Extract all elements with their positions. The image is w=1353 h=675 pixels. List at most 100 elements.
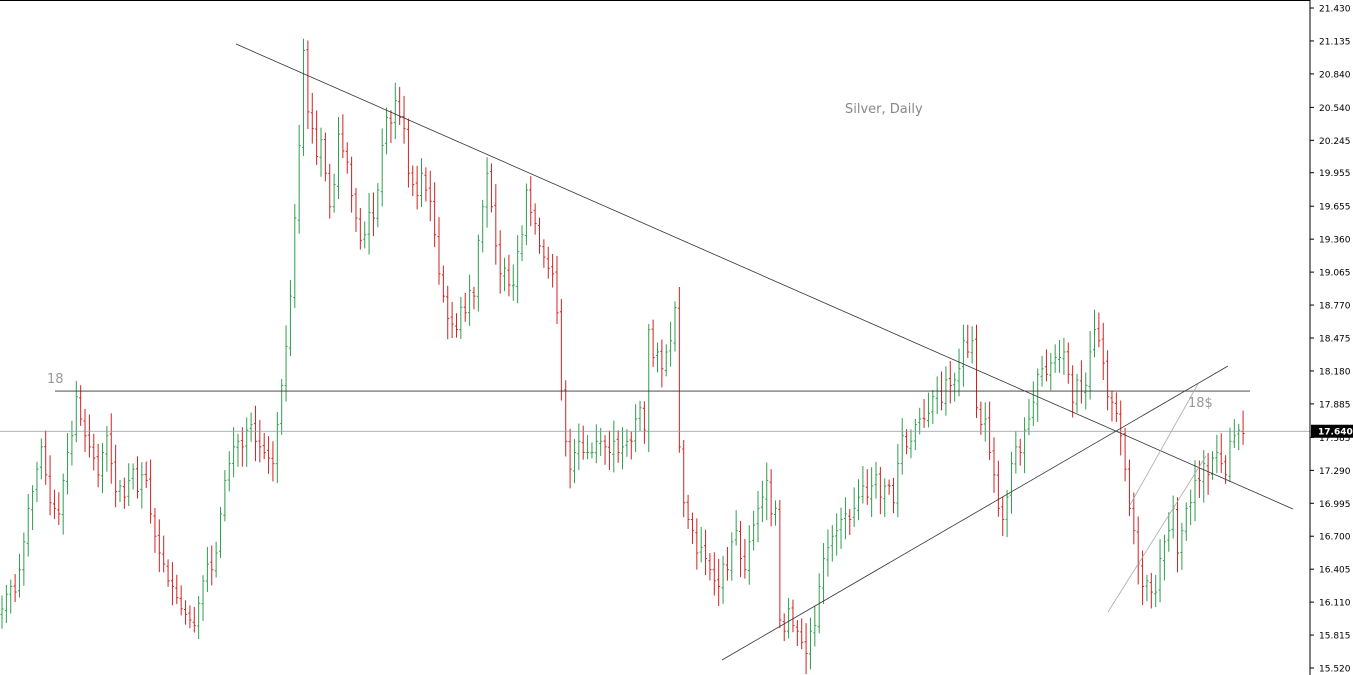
ohlc-bar xyxy=(101,443,105,494)
ohlc-bar xyxy=(586,435,590,460)
ohlc-bar xyxy=(843,497,847,540)
ohlc-bar xyxy=(682,439,686,518)
ohlc-bar xyxy=(306,40,310,130)
ohlc-bar xyxy=(804,623,808,674)
ohlc-bar xyxy=(826,529,830,577)
ohlc-bar xyxy=(1114,392,1118,423)
ohlc-bar xyxy=(109,413,113,484)
ohlc-bar xyxy=(1167,512,1171,552)
ohlc-bar xyxy=(389,110,393,143)
ohlc-bar xyxy=(516,235,520,304)
ohlc-bar xyxy=(795,620,799,646)
ohlc-bar xyxy=(996,460,1000,517)
ohlc-bar xyxy=(520,225,524,262)
ohlc-bar xyxy=(625,429,629,457)
ohlc-bar xyxy=(1237,423,1241,451)
ohlc-bar xyxy=(240,427,244,467)
ohlc-bar xyxy=(1127,459,1131,517)
ohlc-bar xyxy=(979,401,983,435)
ohlc-bar xyxy=(1154,574,1158,608)
ohlc-bar xyxy=(717,558,721,607)
ohlc-bar xyxy=(752,510,756,551)
ohlc-bar xyxy=(568,428,572,489)
ohlc-bar xyxy=(459,296,463,340)
ohlc-bar xyxy=(931,389,935,425)
ohlc-bar xyxy=(13,574,17,603)
ohlc-bar xyxy=(420,158,424,208)
ohlc-bar xyxy=(1014,431,1018,474)
ohlc-bar xyxy=(297,124,301,234)
ohlc-bar xyxy=(415,165,419,210)
ohlc-bar xyxy=(1062,337,1066,375)
ohlc-bar xyxy=(822,543,826,604)
ohlc-bar xyxy=(406,118,410,188)
ohlc-bar xyxy=(35,461,39,502)
ohlc-bar xyxy=(31,485,35,531)
ohlc-bar xyxy=(1215,434,1219,474)
ohlc-bar xyxy=(184,600,188,625)
ohlc-bar xyxy=(1206,453,1210,495)
ohlc-bar xyxy=(865,469,869,505)
ohlc-bar xyxy=(1036,368,1040,422)
ohlc-bar xyxy=(345,142,349,174)
ohlc-bar xyxy=(773,500,777,526)
ohlc-bar xyxy=(1145,574,1149,602)
ohlc-bar xyxy=(424,167,428,202)
ohlc-bar xyxy=(1049,353,1053,391)
ohlc-bar xyxy=(533,203,537,235)
ohlc-bar xyxy=(267,436,271,474)
ohlc-bar xyxy=(813,605,817,647)
ohlc-bar xyxy=(524,183,528,246)
ohlc-bar xyxy=(402,95,406,144)
ohlc-bar xyxy=(830,525,834,562)
ohlc-bar xyxy=(380,128,384,207)
axis-tick-label: 16.110 xyxy=(1319,599,1351,609)
ohlc-bar xyxy=(494,184,498,265)
ohlc-bar xyxy=(800,618,804,650)
ohlc-bar xyxy=(319,127,323,177)
ohlc-bar xyxy=(883,478,887,518)
ohlc-bar xyxy=(17,553,21,598)
ohlc-bar xyxy=(603,435,607,465)
ohlc-bar xyxy=(179,585,183,616)
ohlc-bar xyxy=(616,430,620,463)
ohlc-bar xyxy=(704,529,708,576)
ohlc-bar xyxy=(114,444,118,508)
ohlc-bar xyxy=(197,595,201,640)
ohlc-bar xyxy=(887,479,891,495)
axis-tick-label: 21.430 xyxy=(1319,5,1351,15)
ohlc-bar xyxy=(1141,550,1145,606)
ohlc-bar xyxy=(857,479,861,521)
ohlc-bar xyxy=(166,559,170,587)
ohlc-bar xyxy=(896,443,900,518)
axis-tick-label: 18.770 xyxy=(1319,302,1351,312)
axis-tick-label: 16.700 xyxy=(1319,533,1351,543)
ohlc-bar xyxy=(1009,451,1013,514)
ohlc-bar xyxy=(677,287,681,453)
ohlc-bar xyxy=(629,431,633,460)
ohlc-bar xyxy=(607,430,611,471)
ohlc-bar xyxy=(642,401,646,444)
ohlc-bar xyxy=(656,342,659,373)
ohlc-bar xyxy=(393,82,397,140)
axis-tick-label: 19.655 xyxy=(1319,203,1351,213)
ohlc-bar xyxy=(782,613,786,642)
axis-tick-label: 19.360 xyxy=(1319,236,1351,246)
ohlc-bar xyxy=(328,163,332,219)
ohlc-bar xyxy=(253,405,257,462)
ohlc-bar xyxy=(140,462,144,509)
ohlc-bar xyxy=(1040,355,1044,387)
ohlc-bar xyxy=(787,597,791,639)
ohlc-bar xyxy=(454,313,458,338)
ohlc-bar xyxy=(551,254,555,288)
ohlc-bar xyxy=(498,230,502,294)
ohlc-bar xyxy=(1158,539,1162,603)
chart-title: Silver, Daily xyxy=(845,102,923,117)
ohlc-bar xyxy=(1058,339,1062,373)
ohlc-bar xyxy=(756,490,760,543)
ohlc-bar xyxy=(1053,344,1057,373)
channel-lower-line xyxy=(1107,455,1207,613)
ohlc-bar xyxy=(699,526,703,563)
descending-trendline xyxy=(235,43,1294,510)
